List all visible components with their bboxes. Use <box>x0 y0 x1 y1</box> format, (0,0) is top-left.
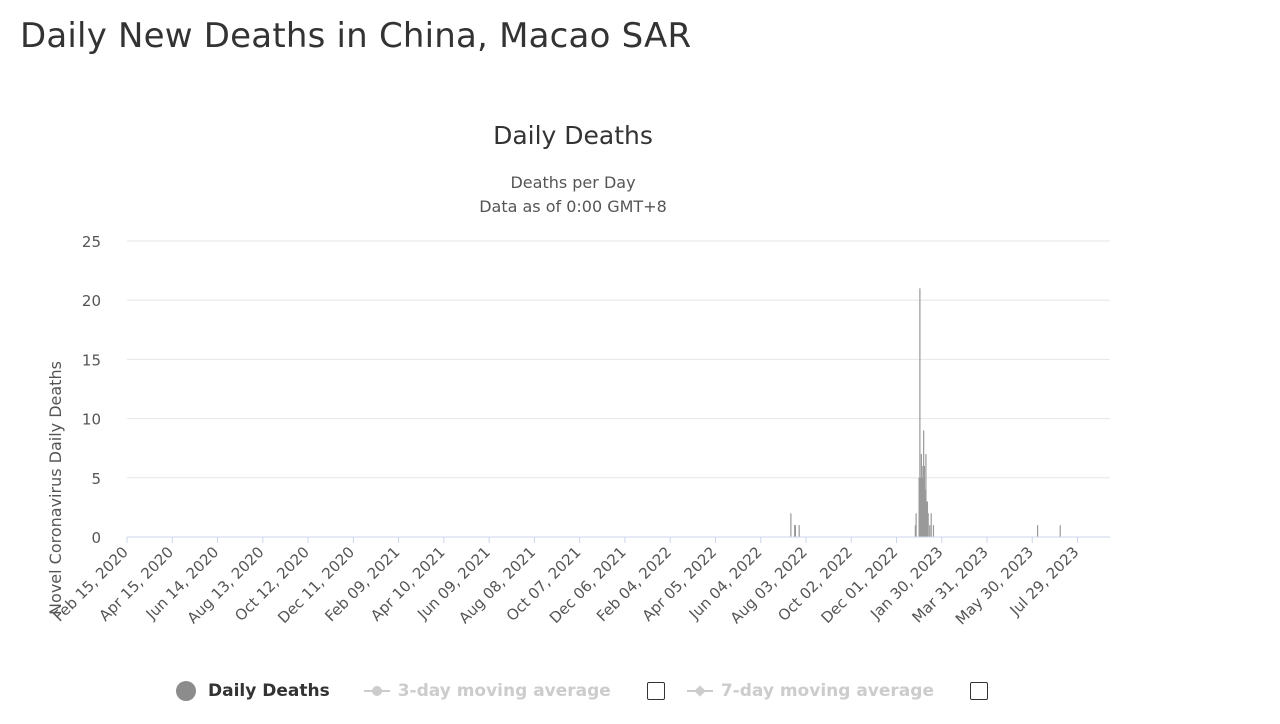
legend-item-daily-deaths[interactable]: Daily Deaths <box>176 681 330 701</box>
y-axis-ticks: 0 5 10 15 20 25 <box>82 233 101 547</box>
legend-circle-icon <box>176 681 196 701</box>
bar[interactable] <box>1059 525 1061 537</box>
bar[interactable] <box>932 525 935 537</box>
y-tick-label: 25 <box>82 233 101 251</box>
page-title: Daily New Deaths in China, Macao SAR <box>20 16 692 56</box>
chart-subtitle-line1: Deaths per Day <box>510 173 635 192</box>
legend-line-diamond-icon <box>686 685 713 697</box>
legend-label-7-day-average: 7-day moving average <box>720 681 934 701</box>
bar[interactable] <box>919 288 921 537</box>
bar[interactable] <box>915 513 917 537</box>
legend-label-daily-deaths: Daily Deaths <box>208 681 330 701</box>
bar[interactable] <box>923 430 925 537</box>
bar[interactable] <box>925 454 927 537</box>
legend-label-3-day-average: 3-day moving average <box>397 681 611 701</box>
daily-deaths-chart: Daily Deaths Deaths per Day Data as of 0… <box>46 121 1110 628</box>
legend-item-3-day-average[interactable]: 3-day moving average <box>363 681 611 701</box>
bar[interactable] <box>920 454 922 537</box>
y-tick-label: 15 <box>82 351 101 369</box>
y-tick-label: 5 <box>91 470 101 488</box>
y-tick-label: 0 <box>91 529 101 547</box>
bar[interactable] <box>914 525 916 537</box>
bar[interactable] <box>798 525 800 537</box>
y-tick-label: 10 <box>82 411 101 429</box>
bar[interactable] <box>930 513 932 537</box>
chart-title: Daily Deaths <box>493 121 653 150</box>
bar[interactable] <box>927 513 929 537</box>
x-tick-label: May 30, 2023 <box>952 543 1037 628</box>
bar[interactable] <box>920 477 922 537</box>
bar[interactable] <box>790 513 792 537</box>
bar[interactable] <box>918 477 920 537</box>
bar[interactable] <box>923 465 926 537</box>
chart-subtitle-line2: Data as of 0:00 GMT+8 <box>479 197 667 216</box>
bar[interactable] <box>926 501 928 537</box>
chart-legend: Daily Deaths 3-day moving average 7-day … <box>176 676 988 706</box>
legend-line-circle-icon <box>363 685 390 697</box>
bar[interactable] <box>794 525 797 537</box>
toggle-7-day-average-checkbox[interactable] <box>969 682 988 700</box>
bar[interactable] <box>924 489 926 537</box>
y-tick-label: 20 <box>82 292 101 310</box>
bar[interactable] <box>1036 525 1039 537</box>
y-axis-label: Novel Coronavirus Daily Deaths <box>46 361 65 615</box>
bar[interactable] <box>926 501 929 537</box>
grid-lines <box>127 240 1110 479</box>
chart-container: Daily Deaths Deaths per Day Data as of 0… <box>0 100 1280 720</box>
bar[interactable] <box>929 525 931 537</box>
bar[interactable] <box>794 525 796 537</box>
legend-item-7-day-average[interactable]: 7-day moving average <box>686 681 934 701</box>
bar[interactable] <box>922 465 924 537</box>
bar[interactable] <box>921 477 923 537</box>
bars <box>790 288 1061 537</box>
toggle-3-day-average-checkbox[interactable] <box>646 682 665 700</box>
